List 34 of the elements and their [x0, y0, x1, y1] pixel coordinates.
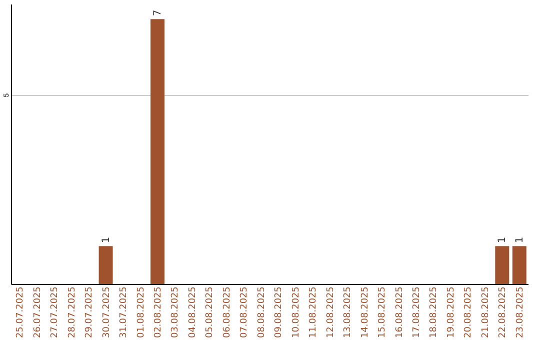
x-tick-label: 29.07.2025 — [84, 286, 95, 338]
x-tick-label: 15.08.2025 — [378, 286, 388, 338]
x-tick-label: 20.08.2025 — [464, 286, 474, 338]
x-tick-label: 26.07.2025 — [32, 286, 43, 338]
x-tick-label: 01.08.2025 — [136, 286, 146, 338]
data-label: 1 — [514, 236, 526, 244]
x-tick-label: 30.07.2025 — [102, 286, 112, 338]
x-tick-label: 18.08.2025 — [429, 286, 440, 338]
x-tick-label: 05.08.2025 — [205, 286, 216, 338]
x-tick-label: 17.08.2025 — [412, 286, 422, 338]
data-label: 1 — [497, 236, 508, 244]
x-tick-label: 11.08.2025 — [308, 286, 319, 338]
x-tick-label: 23.08.2025 — [515, 286, 526, 338]
data-label: 7 — [152, 10, 164, 16]
x-tick-label: 25.07.2025 — [16, 286, 26, 338]
x-tick-label: 28.07.2025 — [67, 286, 78, 338]
x-tick-label: 09.08.2025 — [274, 286, 284, 338]
x-tick-label: 19.08.2025 — [446, 286, 456, 338]
x-tick-label: 22.08.2025 — [498, 286, 508, 338]
x-tick-label: 04.08.2025 — [188, 286, 198, 338]
data-label: 1 — [100, 236, 112, 244]
x-tick-label: 14.08.2025 — [360, 286, 370, 338]
x-tick-label: 07.08.2025 — [240, 286, 250, 338]
x-tick-label: 10.08.2025 — [291, 286, 302, 338]
x-tick-label: 16.08.2025 — [394, 286, 405, 338]
x-tick-label: 02.08.2025 — [153, 286, 164, 338]
x-tick-label: 31.07.2025 — [119, 286, 130, 338]
x-tick-label: 21.08.2025 — [480, 286, 491, 338]
x-tick-label: 13.08.2025 — [343, 286, 354, 338]
x-tick-label: 06.08.2025 — [222, 286, 232, 338]
x-tick-label: 12.08.2025 — [326, 286, 336, 338]
x-tick-label: 08.08.2025 — [256, 286, 267, 338]
x-tick-label: 27.07.2025 — [50, 286, 60, 338]
x-tick-label: 03.08.2025 — [170, 286, 181, 338]
